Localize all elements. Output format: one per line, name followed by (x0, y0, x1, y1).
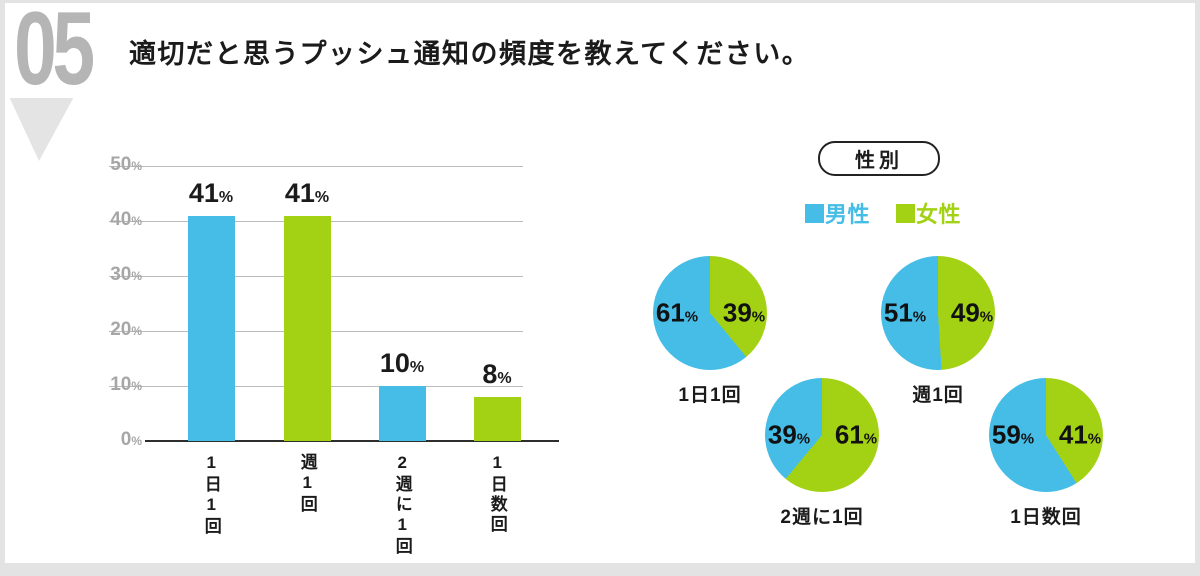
y-tick-label: 30% (110, 264, 142, 285)
pie-chart (653, 256, 767, 370)
bar (473, 397, 521, 441)
bar-category-label: 2週に1回 (392, 453, 412, 557)
pie-caption: 週1回 (912, 385, 964, 406)
y-tick-label: 10% (110, 374, 142, 395)
pie-chart (989, 378, 1103, 492)
pie-chart (881, 256, 995, 370)
x-axis-line (145, 440, 559, 442)
y-tick-label: 40% (110, 209, 142, 230)
pie-male-label: 59% (991, 419, 1035, 450)
bar (378, 386, 426, 441)
bar (283, 215, 331, 441)
legend-label: 男性 (825, 202, 871, 227)
y-tick-label: 20% (110, 319, 142, 340)
pie-caption: 2週に1回 (780, 507, 864, 528)
y-tick-label: 0% (120, 429, 142, 450)
pie-male-label: 39% (767, 419, 811, 450)
legend-label: 女性 (915, 202, 961, 227)
pie-male-label: 61% (655, 297, 699, 328)
y-gridline (109, 166, 523, 167)
question-number: 05 (14, 0, 95, 107)
slide-card: 05 適切だと思うプッシュ通知の頻度を教えてください。 50% 40% 30% 20%… (5, 3, 1195, 563)
gender-badge-label: 性別 (855, 150, 903, 172)
pie-female-label: 39% (722, 297, 766, 328)
pie-male-label: 51% (883, 297, 927, 328)
bar-value-label: 41% (188, 177, 234, 208)
legend-item: 女性 (895, 197, 961, 229)
legend-swatch (895, 203, 915, 223)
gender-badge: 性別 (818, 141, 940, 176)
pie-caption: 1日数回 (1010, 507, 1082, 528)
legend-item: 男性 (805, 197, 870, 229)
bar-value-label: 8% (482, 359, 512, 389)
bar-value-label: 10% (379, 348, 425, 378)
question-title: 適切だと思うプッシュ通知の頻度を教えてください。 (129, 39, 811, 69)
question-number-box: 05 (5, 3, 127, 98)
gender-legend: 男性 女性 (805, 197, 961, 229)
pie-female-label: 61% (834, 419, 878, 450)
bar-category-label: 1日数回 (487, 453, 507, 535)
bar-category-label: 1日1回 (201, 453, 221, 537)
bar-value-label: 41% (284, 177, 330, 208)
legend-swatch (805, 203, 824, 223)
y-tick-label: 50% (110, 154, 142, 175)
pie-female-label: 49% (950, 297, 994, 328)
pie-chart (765, 378, 879, 492)
bar-category-label: 週1回 (297, 453, 317, 515)
pie-female-label: 41% (1058, 419, 1102, 450)
bar (187, 215, 235, 441)
pie-caption: 1日1回 (678, 385, 742, 406)
